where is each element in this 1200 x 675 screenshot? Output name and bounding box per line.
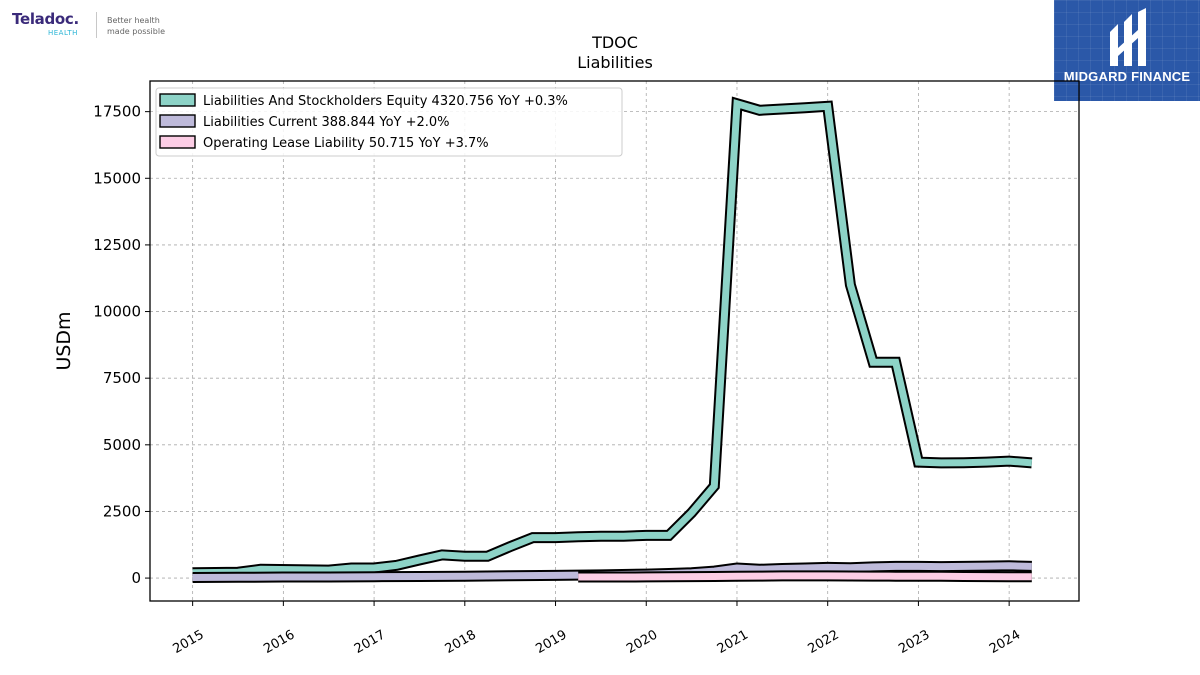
logo-divider [96,12,97,38]
legend-swatch-current [159,114,196,128]
series-line-1 [192,562,1032,581]
y-tick-label-2: 5000 [103,436,141,454]
series-outline-0 [192,96,1033,579]
legend-label-equity: Liabilities And Stockholders Equity 4320… [203,94,568,109]
plot-frame [149,80,1080,602]
x-tick-label-0: 2015 [170,627,206,657]
grid-lines [150,81,1079,601]
logo-brand: Teladoc. [12,10,79,28]
y-tick-label-7: 17500 [93,103,141,121]
logo-tagline: Better health made possible [107,15,187,37]
series-line-0 [192,99,1033,577]
y-tick-label-4: 10000 [93,303,141,321]
logo-tagline-line-2: made possible [107,27,165,36]
legend-swatch-equity [159,93,196,107]
logo-brand-sub: HEALTH [48,29,78,37]
x-tick-label-2: 2017 [352,627,388,657]
x-tick-label-1: 2016 [261,627,297,657]
series-layer [192,96,1033,583]
legend-swatch-lease [159,135,196,149]
logo-tagline-line-1: Better health [107,16,160,25]
y-tick-label-6: 15000 [93,169,141,187]
x-axis-ticks: 2015 2016 2017 2018 2019 2020 2021 2022 2023 2024 [170,601,1023,657]
legend-label-current: Liabilities Current 388.844 YoY +2.0% [203,115,450,130]
x-tick-label-7: 2022 [806,627,842,657]
x-tick-label-6: 2021 [715,627,751,657]
midgard-finance-badge: MIDGARD FINANCE [1054,0,1200,101]
x-tick-label-9: 2024 [987,627,1023,657]
y-tick-label-3: 7500 [103,369,141,387]
midgard-logo-icon [1110,8,1146,66]
chart-subtitle: Liabilities [577,53,653,72]
badge-name: MIDGARD FINANCE [1063,69,1191,84]
y-tick-label-1: 2500 [103,502,141,520]
teladoc-logo: Teladoc. HEALTH Better health made possi… [10,8,180,42]
x-tick-label-3: 2018 [443,627,479,657]
legend-box [155,87,623,157]
x-tick-label-8: 2023 [896,627,932,657]
y-axis-ticks: 0 2500 5000 7500 10000 12500 15000 17500 [93,103,150,587]
series-line-2 [578,572,1032,581]
y-tick-label-0: 0 [131,569,141,587]
x-tick-label-4: 2019 [533,627,569,657]
legend-label-lease: Operating Lease Liability 50.715 YoY +3.… [203,136,489,151]
y-axis-label: USDm [53,311,75,370]
legend: Liabilities And Stockholders Equity 4320… [155,87,623,157]
chart-title: TDOC [591,33,638,52]
y-tick-label-5: 12500 [93,236,141,254]
x-tick-label-5: 2020 [624,627,660,657]
